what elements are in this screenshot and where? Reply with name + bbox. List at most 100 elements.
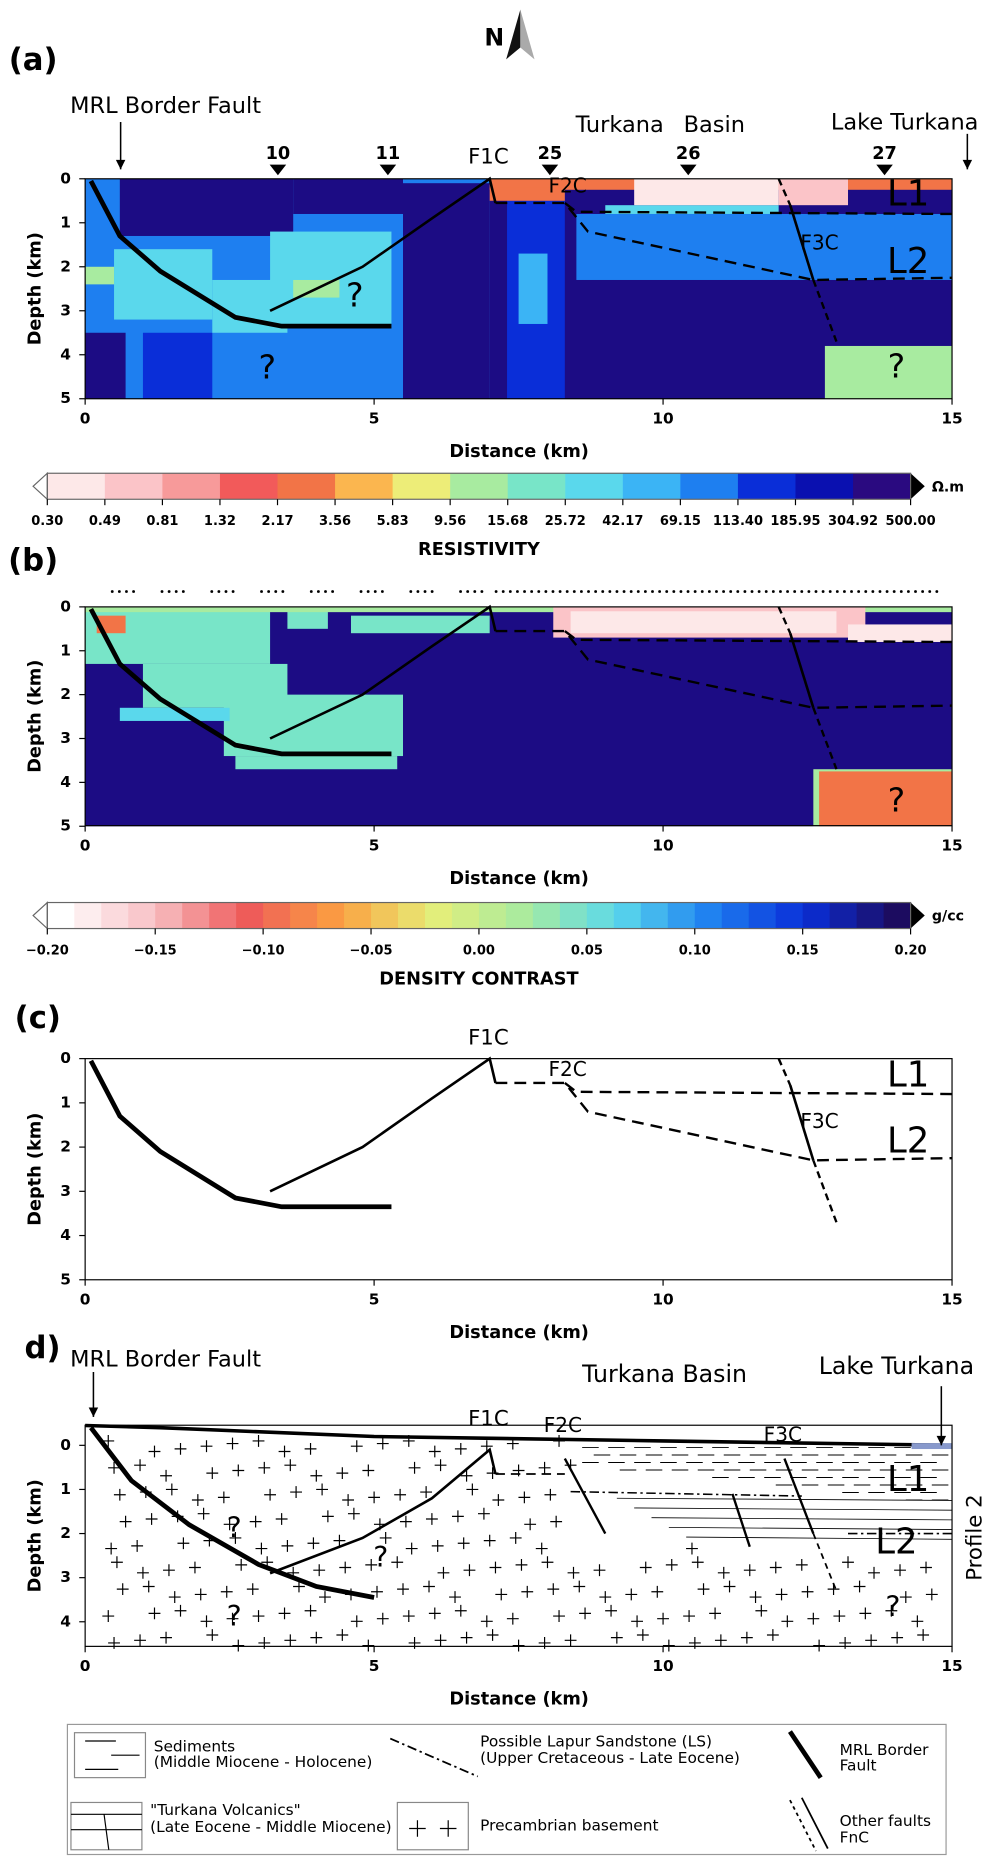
colorbar-cell [277,473,336,500]
colorbar-cell [505,902,534,929]
plot-frame [84,606,953,827]
layer-boundary [495,201,953,282]
legend-label: MRL Border [840,1741,930,1759]
basement-cross [290,1486,303,1499]
colorbar-label: 69.15 [660,514,701,529]
legend-label: Fault [840,1756,877,1774]
colorbar-end [32,901,48,930]
heatmap-cell [114,249,213,320]
fault-f3c [777,1058,792,1086]
basement-cross [399,1515,412,1528]
station-dot [700,590,704,593]
station-dot [779,590,782,593]
colorbar-cell [335,473,394,500]
colorbar-cell [219,473,279,500]
basement-cross [428,1607,441,1620]
basement-cross [200,1615,213,1628]
station-dot [835,590,839,593]
basement-cross [304,1604,317,1617]
legend-swatch [789,1799,817,1852]
colorbar-cell [162,473,221,500]
legend-label: Other faults [840,1812,931,1830]
basement-cross [509,1532,522,1544]
basement-cross [145,1513,158,1525]
fault-f1c [269,176,497,312]
basement-cross [165,1483,178,1496]
legend-swatch [73,1732,147,1779]
basement-cross [304,1442,317,1455]
north-arrow [506,9,521,60]
station-dot [807,590,811,593]
basement-cross [573,1580,586,1593]
basement-cross [252,1610,265,1622]
station-dot [544,590,548,593]
basement-cross [108,1461,120,1474]
basement-cross [371,1585,383,1598]
annotation: F2C [548,1057,586,1081]
basement-cross [564,1634,577,1647]
colorbar-cell [795,473,854,500]
basement-cross [119,1515,132,1528]
volcanics-line [616,1497,953,1501]
basement-cross [524,1518,537,1531]
fault-f1c [269,1447,497,1575]
colorbar-label: −0.05 [350,944,393,959]
basement-cross [859,1607,872,1620]
basement-cross [521,1585,534,1598]
basement-cross [258,1637,271,1649]
basement-cross [316,1483,329,1496]
fault-f3c [777,606,792,634]
x-tick-label: 15 [941,1290,962,1308]
station-dot [757,590,761,593]
basement-cross [174,1442,187,1455]
basement-cross [376,1437,389,1450]
colorbar-cell [694,902,723,929]
heatmap-cell [518,253,548,324]
annotation: L1 [887,173,929,214]
colorbar-title: DENSITY CONTRAST [379,969,578,989]
basement-cross [347,1507,360,1520]
annotation: MRL Border Fault [70,1347,261,1373]
station-dot [530,590,534,593]
annotation: 10 [266,144,291,164]
colorbar-cell [565,473,624,500]
basement-cross [191,1494,204,1506]
colorbar-cell [101,902,129,929]
colorbar-end [910,473,925,500]
y-axis-label: Depth (km) [25,1479,45,1592]
legend-label: (Middle Miocene - Holocene) [154,1753,373,1771]
basement-cross [541,1556,554,1569]
basement-cross [801,1585,814,1598]
basement-cross [781,1615,794,1628]
panel-label: d) [25,1330,61,1366]
heatmap-cell [287,606,328,629]
basement-cross [252,1435,265,1447]
colorbar-cell [263,902,291,929]
y-tick-label: 1 [60,213,71,231]
heatmap-cell [350,615,490,634]
y-tick-label: 3 [60,301,71,319]
colorbar-label: 500.00 [885,514,935,529]
colorbar-cell [392,473,451,500]
station-marker [876,164,893,176]
basement-cross [709,1607,721,1620]
colorbar-label: 0.00 [463,944,495,959]
basement-cross [437,1566,450,1579]
station-dot [309,590,313,593]
y-tick-label: 3 [60,1568,71,1586]
station-dot [736,590,740,593]
y-tick-label: 2 [60,1524,71,1542]
basement-cross [336,1467,349,1480]
basement-cross [486,1629,499,1641]
station-marker [679,164,697,176]
layer-boundary [495,1081,953,1162]
station-dot [771,590,775,593]
annotation: ? [346,276,364,315]
basement-cross [365,1558,378,1571]
legend-swatch [409,1820,457,1837]
basement-cross [599,1591,612,1603]
station-dot [409,590,413,593]
basement-cross [434,1634,447,1647]
basement-cross [226,1612,239,1625]
basement-cross [917,1629,930,1641]
